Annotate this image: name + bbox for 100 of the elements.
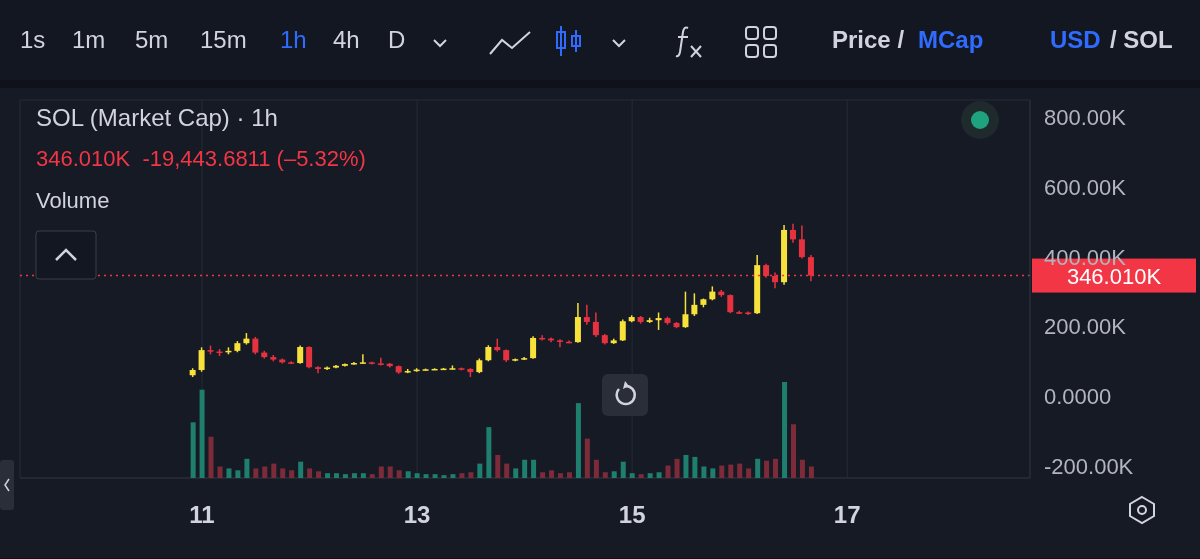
y-tick-label: -200.00K xyxy=(1044,453,1134,479)
text: / SOL xyxy=(1110,26,1173,54)
bar xyxy=(387,466,393,478)
text: USD xyxy=(1050,26,1101,54)
bar xyxy=(540,472,546,478)
bar xyxy=(477,463,483,478)
bar xyxy=(728,464,734,478)
bar xyxy=(289,470,295,478)
chart-title: Volume xyxy=(36,188,110,214)
bar xyxy=(307,468,313,478)
bar xyxy=(208,436,214,478)
bar xyxy=(567,472,572,478)
bar xyxy=(396,470,402,478)
bar xyxy=(692,456,698,478)
bar xyxy=(298,461,304,478)
candlestick xyxy=(377,357,384,367)
x-tick-label: 17 xyxy=(833,501,861,529)
bar xyxy=(773,458,779,478)
y-tick-label: 200.00K xyxy=(1044,314,1127,340)
bar xyxy=(531,459,537,478)
bar xyxy=(764,460,770,478)
text: 5m xyxy=(135,26,169,54)
candlestick xyxy=(691,292,698,317)
candlestick xyxy=(789,222,796,244)
bar xyxy=(199,389,205,478)
candlestick xyxy=(727,293,734,314)
text: MCap xyxy=(918,26,984,54)
bar xyxy=(799,459,805,478)
bar xyxy=(342,474,348,478)
bar xyxy=(620,461,626,478)
bar xyxy=(369,474,375,478)
candlestick xyxy=(619,318,626,342)
bar xyxy=(262,466,268,478)
bar xyxy=(683,454,689,478)
bar xyxy=(360,473,366,478)
y-tick-label: 0.0000 xyxy=(1044,383,1112,409)
bar xyxy=(549,470,555,478)
bar xyxy=(557,473,563,478)
bar xyxy=(432,474,438,478)
bar xyxy=(280,468,286,478)
bar xyxy=(593,459,599,478)
bar xyxy=(790,424,796,478)
bar xyxy=(611,471,617,478)
bar xyxy=(710,468,716,478)
candlestick xyxy=(682,290,689,329)
bar xyxy=(755,458,761,478)
bar xyxy=(325,473,331,478)
bar xyxy=(513,468,519,478)
bar xyxy=(746,468,752,478)
x-tick-label: 13 xyxy=(403,501,431,529)
bar xyxy=(333,473,339,478)
bar xyxy=(656,472,662,478)
bar xyxy=(701,466,707,478)
text: 1s xyxy=(20,26,46,54)
bar xyxy=(782,382,788,478)
candlestick xyxy=(297,344,304,365)
bar xyxy=(271,463,277,478)
text: 4h xyxy=(333,26,360,54)
chart-title: SOL (Market Cap) · 1h xyxy=(36,104,278,132)
bar xyxy=(459,473,465,478)
candlestick xyxy=(530,335,537,360)
bar xyxy=(378,466,384,478)
bar xyxy=(629,473,635,478)
bar xyxy=(602,472,608,478)
x-tick-label: 15 xyxy=(618,501,646,529)
text: 1h xyxy=(280,26,307,54)
bar xyxy=(719,465,725,478)
bar xyxy=(226,468,232,478)
text: D xyxy=(388,26,406,54)
bar xyxy=(414,473,420,478)
bar xyxy=(495,454,501,478)
candlestick xyxy=(556,338,563,349)
candlestick xyxy=(306,345,313,370)
bar xyxy=(638,474,644,478)
bar xyxy=(423,474,429,478)
bar xyxy=(244,458,250,478)
candlestick xyxy=(198,346,205,373)
candlestick xyxy=(315,365,322,374)
x-tick-label: 11 xyxy=(189,501,215,529)
bar xyxy=(584,438,590,478)
y-tick-label: 800.00K xyxy=(1044,105,1127,131)
bar xyxy=(647,473,653,478)
candlestick xyxy=(583,304,590,326)
bar xyxy=(190,422,196,478)
bar xyxy=(316,471,322,478)
bar xyxy=(665,465,671,478)
bar xyxy=(522,459,528,478)
bar xyxy=(468,472,474,478)
bar xyxy=(351,473,357,478)
bar xyxy=(217,466,223,478)
bar xyxy=(674,458,680,478)
bar xyxy=(253,468,259,478)
bar xyxy=(737,463,743,478)
bar xyxy=(808,466,814,478)
candlestick xyxy=(359,353,366,365)
bar xyxy=(504,463,510,478)
bar xyxy=(575,403,581,478)
text: Price / xyxy=(832,26,905,54)
text: 346.010K -19,443.6811 (–5.32%) xyxy=(36,146,366,172)
bar xyxy=(441,475,447,478)
